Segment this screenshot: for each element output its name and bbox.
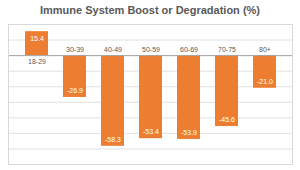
svg-text:80+: 80+: [259, 46, 271, 53]
svg-text:-21.0: -21.0: [257, 78, 273, 85]
svg-text:-53.4: -53.4: [143, 128, 159, 135]
svg-text:40-49: 40-49: [104, 46, 122, 53]
svg-text:60-69: 60-69: [180, 46, 198, 53]
svg-text:-26.9: -26.9: [67, 87, 83, 94]
svg-text:-53.9: -53.9: [181, 129, 197, 136]
svg-text:70-75: 70-75: [218, 46, 236, 53]
svg-text:18-29: 18-29: [28, 58, 46, 65]
svg-text:50-59: 50-59: [142, 46, 160, 53]
html-text:Immune System Boost or Degrada: Immune System Boost or Degradation (%): [40, 4, 260, 16]
svg-text:15.4: 15.4: [30, 35, 44, 42]
svg-text:-58.3: -58.3: [105, 136, 121, 143]
svg-text:30-39: 30-39: [66, 46, 84, 53]
svg-text:-45.6: -45.6: [219, 116, 235, 123]
